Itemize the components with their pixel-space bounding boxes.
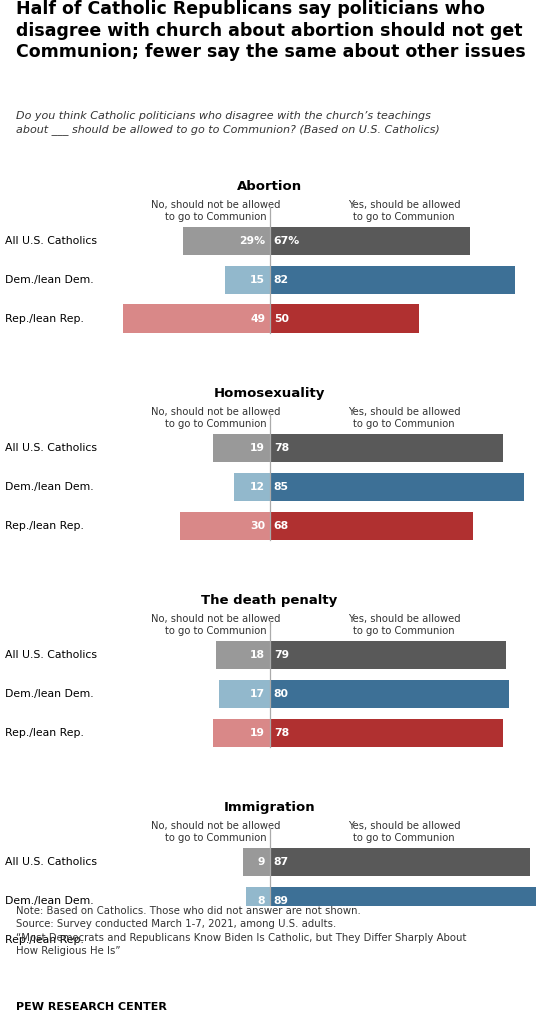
Text: 29%: 29% (239, 236, 265, 246)
Bar (233, 473, 270, 501)
Text: 67%: 67% (274, 236, 300, 246)
Text: All U.S. Catholics: All U.S. Catholics (5, 236, 98, 246)
Text: No, should not be allowed
to go to Communion: No, should not be allowed to go to Commu… (151, 200, 280, 222)
Text: 15: 15 (250, 274, 265, 285)
Bar (270, 265, 515, 294)
Bar (216, 641, 270, 670)
Text: 9: 9 (258, 857, 265, 867)
Bar (270, 434, 503, 462)
Text: 8: 8 (258, 896, 265, 906)
Text: Yes, should be allowed
to go to Communion: Yes, should be allowed to go to Communio… (348, 821, 460, 843)
Text: 78: 78 (274, 728, 289, 738)
Bar (270, 473, 524, 501)
Text: Note: Based on Catholics. Those who did not answer are not shown.
Source: Survey: Note: Based on Catholics. Those who did … (16, 906, 467, 955)
Text: 30: 30 (250, 521, 265, 530)
Text: Rep./lean Rep.: Rep./lean Rep. (5, 728, 84, 738)
Bar (213, 719, 270, 748)
Text: 85: 85 (274, 482, 289, 492)
Text: 19: 19 (250, 728, 265, 738)
Text: 17: 17 (250, 689, 265, 699)
Text: Immigration: Immigration (224, 801, 315, 814)
Text: Rep./lean Rep.: Rep./lean Rep. (5, 521, 84, 530)
Bar (270, 887, 536, 915)
Text: 12: 12 (250, 482, 265, 492)
Bar (237, 926, 270, 954)
Text: 18: 18 (250, 650, 265, 660)
Bar (270, 226, 470, 255)
Text: Rep./lean Rep.: Rep./lean Rep. (5, 313, 84, 324)
Bar (183, 226, 270, 255)
Text: 80: 80 (274, 689, 289, 699)
Text: 89: 89 (274, 896, 289, 906)
Bar (225, 265, 270, 294)
Text: Rep./lean Rep.: Rep./lean Rep. (5, 935, 84, 945)
Text: All U.S. Catholics: All U.S. Catholics (5, 443, 98, 453)
Text: All U.S. Catholics: All U.S. Catholics (5, 650, 98, 660)
Bar (270, 641, 506, 670)
Text: 49: 49 (250, 313, 265, 324)
Bar (213, 434, 270, 462)
Bar (243, 848, 270, 877)
Bar (270, 848, 530, 877)
Text: Yes, should be allowed
to go to Communion: Yes, should be allowed to go to Communio… (348, 200, 460, 222)
Bar (270, 719, 503, 748)
Bar (123, 304, 270, 333)
Text: 87: 87 (274, 857, 289, 867)
Text: 68: 68 (274, 521, 289, 530)
Text: Homosexuality: Homosexuality (214, 387, 325, 400)
Text: All U.S. Catholics: All U.S. Catholics (5, 857, 98, 867)
Text: 50: 50 (274, 313, 289, 324)
Text: Yes, should be allowed
to go to Communion: Yes, should be allowed to go to Communio… (348, 614, 460, 636)
Text: 78: 78 (274, 443, 289, 453)
Text: Half of Catholic Republicans say politicians who
disagree with church about abor: Half of Catholic Republicans say politic… (16, 0, 526, 61)
Text: 11: 11 (250, 935, 265, 945)
Text: Do you think Catholic politicians who disagree with the church’s teachings
about: Do you think Catholic politicians who di… (16, 112, 440, 135)
Text: 82: 82 (274, 274, 289, 285)
Bar (270, 680, 509, 709)
Text: Dem./lean Dem.: Dem./lean Dem. (5, 689, 94, 699)
Bar (270, 926, 527, 954)
Text: Yes, should be allowed
to go to Communion: Yes, should be allowed to go to Communio… (348, 407, 460, 429)
Text: Dem./lean Dem.: Dem./lean Dem. (5, 274, 94, 285)
Text: No, should not be allowed
to go to Communion: No, should not be allowed to go to Commu… (151, 614, 280, 636)
Bar (219, 680, 270, 709)
Text: No, should not be allowed
to go to Communion: No, should not be allowed to go to Commu… (151, 821, 280, 843)
Bar (246, 887, 270, 915)
Text: 19: 19 (250, 443, 265, 453)
Text: No, should not be allowed
to go to Communion: No, should not be allowed to go to Commu… (151, 407, 280, 429)
Bar (179, 512, 270, 540)
Text: The death penalty: The death penalty (202, 594, 337, 607)
Bar (270, 304, 419, 333)
Text: PEW RESEARCH CENTER: PEW RESEARCH CENTER (16, 1002, 167, 1012)
Text: 86: 86 (274, 935, 289, 945)
Text: Abortion: Abortion (237, 180, 302, 193)
Text: Dem./lean Dem.: Dem./lean Dem. (5, 896, 94, 906)
Bar (270, 512, 473, 540)
Text: Dem./lean Dem.: Dem./lean Dem. (5, 482, 94, 492)
Text: 79: 79 (274, 650, 289, 660)
